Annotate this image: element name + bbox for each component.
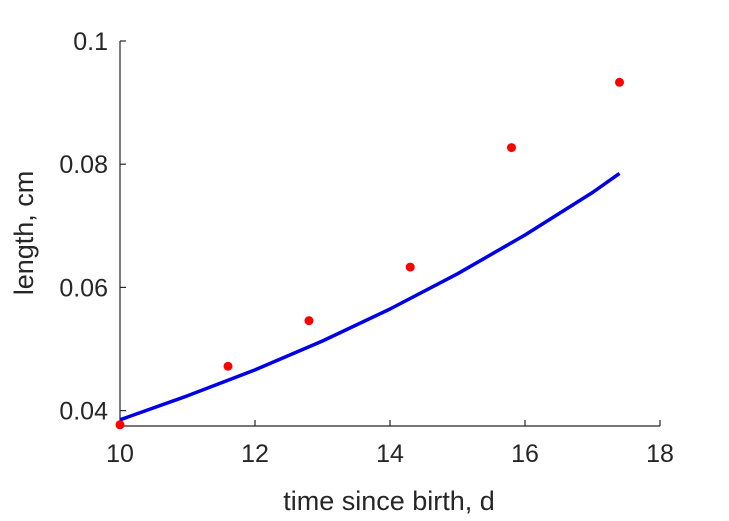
y-ticks: 0.04 0.06 0.08 0.1 [59, 28, 126, 426]
fit-curve [119, 171, 621, 422]
plot-series [115, 77, 624, 430]
x-tick-label: 10 [106, 440, 134, 468]
data-point [115, 420, 125, 430]
y-tick-label: 0.06 [59, 274, 108, 302]
y-axis-label: length, cm [9, 171, 39, 296]
y-tick-label: 0.1 [73, 28, 108, 56]
data-point [405, 262, 415, 272]
axes [119, 41, 660, 427]
x-ticks: 10 12 14 16 18 [106, 420, 674, 468]
x-axis-label: time since birth, d [283, 486, 495, 516]
data-point [507, 143, 516, 153]
data-point [615, 77, 624, 87]
data-point [304, 316, 314, 326]
data-point [223, 361, 233, 371]
x-tick-label: 12 [241, 440, 269, 468]
x-tick-label: 18 [646, 440, 674, 468]
y-tick-label: 0.04 [59, 398, 108, 426]
y-tick-label: 0.08 [59, 151, 108, 179]
x-tick-label: 14 [376, 440, 404, 468]
x-tick-label: 16 [511, 440, 539, 468]
